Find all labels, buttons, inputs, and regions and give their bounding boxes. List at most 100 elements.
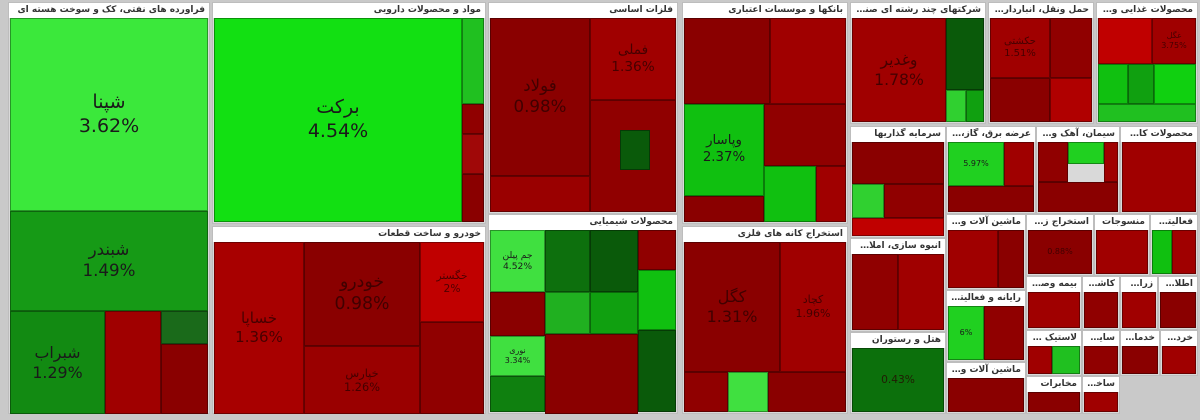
stock-tile: برکت 4.54% xyxy=(214,18,462,222)
stock-change: 1.26% xyxy=(344,380,380,394)
stock-tile: 5.97% xyxy=(948,142,1004,186)
stock-tile: فولاد 0.98% xyxy=(490,18,590,176)
stock-symbol: خودرو xyxy=(339,272,385,293)
stock-tile: شپنا 3.62% xyxy=(10,18,208,211)
stock-change: 3.62% xyxy=(78,114,140,137)
stock-change: 2.37% xyxy=(702,150,746,165)
stock-change: 1.31% xyxy=(706,307,758,326)
stock-tile xyxy=(948,186,1034,212)
stock-tile: 6% xyxy=(948,306,984,360)
stock-tile xyxy=(1028,292,1080,328)
stock-tile xyxy=(770,18,846,104)
stock-tile xyxy=(966,90,984,122)
stock-tile xyxy=(684,18,770,104)
stock-tile: حکشتی 1.51% xyxy=(990,18,1050,78)
stock-symbol: جم پیلن xyxy=(502,249,533,261)
stock-tile: شبراب 1.29% xyxy=(10,311,105,414)
stock-symbol: نوری xyxy=(509,346,526,355)
stock-tile xyxy=(462,174,484,222)
sector-title: شرکتهای چند رشته ای صنعتی xyxy=(851,3,985,18)
sector-title: حمل ونقل، انبارداری و ارتباطات xyxy=(989,3,1093,18)
sector-title: استخراج کانه های فلزی xyxy=(683,227,847,242)
stock-tile xyxy=(948,378,1024,412)
stock-tile xyxy=(946,90,966,122)
stock-tile xyxy=(1122,346,1158,374)
stock-change: 3.34% xyxy=(504,356,531,365)
stock-tile xyxy=(898,254,944,330)
stock-tile xyxy=(1098,64,1128,104)
stock-symbol: وغدیر xyxy=(880,50,918,70)
stock-symbol: شبندر xyxy=(88,240,130,260)
stock-change: 0.43% xyxy=(881,373,915,387)
sector-title: سیمان، آهک و گچ xyxy=(1037,127,1119,142)
stock-tile xyxy=(490,376,545,412)
stock-tile xyxy=(1172,230,1196,274)
stock-tile xyxy=(1004,142,1034,186)
sector-title: انبوه سازی، املاک و مستغلات xyxy=(851,239,945,254)
stock-tile: نوری 3.34% xyxy=(490,336,545,376)
stock-tile: خساپا 1.36% xyxy=(214,242,304,414)
stock-change: 0.98% xyxy=(513,97,567,116)
sector-title: ساخت محصولات فلزی xyxy=(1083,377,1119,392)
stock-tile: وپاسار 2.37% xyxy=(684,104,764,196)
sector-title: خودرو و ساخت قطعات xyxy=(213,227,485,242)
stock-symbol: کگل xyxy=(717,287,747,306)
sector-title: عرضه برق، گاز، بخار و آب گرم xyxy=(947,127,1035,142)
stock-tile xyxy=(852,142,944,184)
stock-tile xyxy=(998,230,1024,288)
stock-tile xyxy=(1052,346,1080,374)
stock-tile xyxy=(1128,64,1154,104)
sector-title: سایر محصولات کانی غیرفلزی xyxy=(1083,331,1119,346)
stock-symbol: غگل xyxy=(1166,31,1182,40)
stock-tile xyxy=(1096,230,1148,274)
stock-change: 2% xyxy=(443,282,461,295)
stock-change: 1.49% xyxy=(82,261,136,280)
stock-change: 4.52% xyxy=(502,261,533,272)
stock-tile xyxy=(1098,18,1152,64)
stock-tile xyxy=(1028,346,1052,374)
stock-tile xyxy=(462,104,484,134)
stock-symbol: برکت xyxy=(316,96,360,119)
sector-title: فراورده های نفتی، کک و سوخت هسته ای xyxy=(9,3,209,18)
sector-title: زراعت xyxy=(1121,277,1157,292)
stock-tile xyxy=(1162,346,1196,374)
stock-change: 0.88% xyxy=(1047,247,1073,256)
stock-tile: کگل 1.31% xyxy=(684,242,780,372)
stock-tile xyxy=(764,104,846,166)
stock-tile xyxy=(990,78,1050,122)
stock-tile xyxy=(1038,142,1068,182)
sector-title: بانکها و موسسات اعتباری xyxy=(683,3,847,18)
stock-tile xyxy=(161,344,208,414)
stock-symbol: کچاد xyxy=(802,293,824,307)
stock-tile: فملی 1.36% xyxy=(590,18,676,100)
sector-title: مخابرات xyxy=(1027,377,1081,392)
stock-tile xyxy=(1028,392,1080,412)
sector-title: لاستیک و پلاستیک xyxy=(1027,331,1081,346)
stock-tile xyxy=(105,311,161,414)
stock-tile xyxy=(490,292,545,336)
stock-change: 1.36% xyxy=(235,328,283,346)
sector-title: ماشین آلات و تجهیزات xyxy=(947,363,1025,378)
stock-symbol: خپارس xyxy=(345,365,379,380)
stock-change: 5.97% xyxy=(963,159,989,168)
stock-tile xyxy=(1104,142,1118,182)
stock-tile xyxy=(1050,18,1092,78)
stock-tile xyxy=(1122,292,1156,328)
stock-tile xyxy=(545,230,590,292)
stock-tile xyxy=(764,166,816,222)
stock-tile xyxy=(1098,104,1196,122)
stock-tile xyxy=(984,306,1024,360)
stock-tile xyxy=(161,311,208,344)
stock-tile xyxy=(1068,142,1104,164)
stock-tile xyxy=(1152,230,1172,274)
stock-change: 4.54% xyxy=(307,120,369,142)
stock-symbol: وپاسار xyxy=(706,133,742,149)
stock-tile xyxy=(620,130,650,170)
sector-title: خدمات فنی و مهندسی xyxy=(1121,331,1159,346)
stock-symbol: حکشتی xyxy=(1004,35,1036,47)
stock-tile xyxy=(884,184,944,218)
stock-tile xyxy=(852,218,944,236)
stock-symbol: شبراب xyxy=(34,342,81,362)
stock-symbol: خساپا xyxy=(241,309,277,328)
